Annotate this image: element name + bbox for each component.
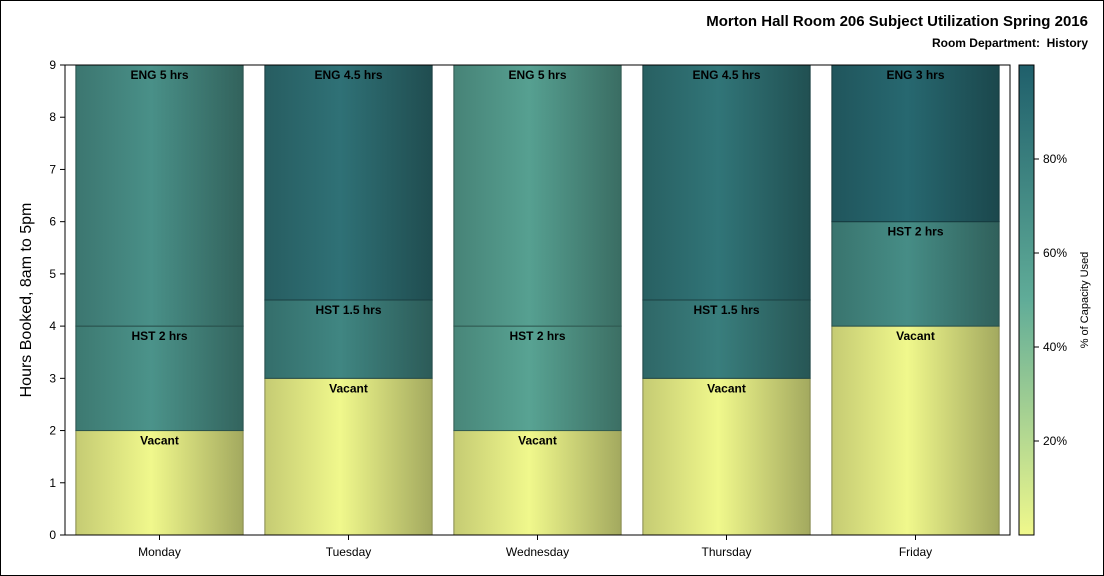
bar-segment-label: ENG 4.5 hrs [314,68,382,82]
bar-segment-hst [75,325,244,432]
bar-segment-label: HST 1.5 hrs [315,303,381,317]
y-tick-label: 9 [49,58,56,72]
bar-segment-eng [642,64,811,301]
y-tick-label: 1 [49,476,56,490]
bar-segment-label: Vacant [140,434,179,448]
colorbar-label: % of Capacity Used [1079,252,1091,349]
bar-segment-label: HST 2 hrs [509,329,565,343]
bars-group: Vacant HST 2 hrs ENG 5 hrs Vacant HST 1.5 hr… [75,64,1000,536]
plot-border [64,64,1011,536]
colorbar [1018,64,1035,536]
bar-segment-vacant [264,377,433,536]
x-tick-label: Tuesday [326,545,372,559]
bar-segment-label: ENG 5 hrs [130,68,188,82]
bar-segment-vacant [75,430,244,536]
y-axis-label: Hours Booked, 8am to 5pm [18,203,35,398]
chart-subtitle: Room Department: History [931,36,1088,50]
bar-segment-label: ENG 5 hrs [508,68,566,82]
colorbar-tick-label: 60% [1043,246,1067,260]
bar-segment-label: ENG 3 hrs [886,68,944,82]
colorbar-tick-label: 80% [1043,152,1067,166]
bar-segment-eng [831,64,1000,223]
bar-segment-label: Vacant [707,381,746,395]
bar-segment-eng [264,64,433,301]
x-tick-label: Monday [138,545,181,559]
y-tick-label: 4 [49,319,56,333]
y-tick-label: 3 [49,371,56,385]
chart-title: Morton Hall Room 206 Subject Utilization… [706,13,1088,30]
bar-segment-hst [831,221,1000,327]
colorbar-tick-label: 40% [1043,340,1067,354]
x-tick-label: Thursday [701,545,751,559]
bar-segment-label: Vacant [896,329,935,343]
y-tick-label: 6 [49,215,56,229]
colorbar-tick-label: 20% [1043,434,1067,448]
bar-segment-vacant [453,430,622,536]
bar-segment-label: Vacant [329,381,368,395]
bar-segment-eng [75,64,244,327]
y-tick-label: 0 [49,528,56,542]
bar-segment-label: HST 2 hrs [887,225,943,239]
bar-segment-hst [264,299,433,379]
axes-group: Monday Tuesday Wednesday Thursday Friday 0 1 2 3… [18,58,1011,559]
bar-segment-label: ENG 4.5 hrs [692,68,760,82]
y-tick-label: 2 [49,424,56,438]
bar-segment-eng [453,64,622,327]
bar-segment-vacant [831,325,1000,536]
x-tick-label: Friday [899,545,932,559]
colorbar-group: 20% 40% 60% 80% % of Capacity Used [1018,64,1091,536]
bar-segment-label: HST 2 hrs [131,329,187,343]
bar-segment-label: HST 1.5 hrs [693,303,759,317]
y-tick-label: 8 [49,110,56,124]
bar-segment-hst [453,325,622,432]
x-tick-label: Wednesday [506,545,569,559]
bar-segment-label: Vacant [518,434,557,448]
y-tick-label: 7 [49,162,56,176]
bar-segment-vacant [642,377,811,536]
y-tick-label: 5 [49,267,56,281]
